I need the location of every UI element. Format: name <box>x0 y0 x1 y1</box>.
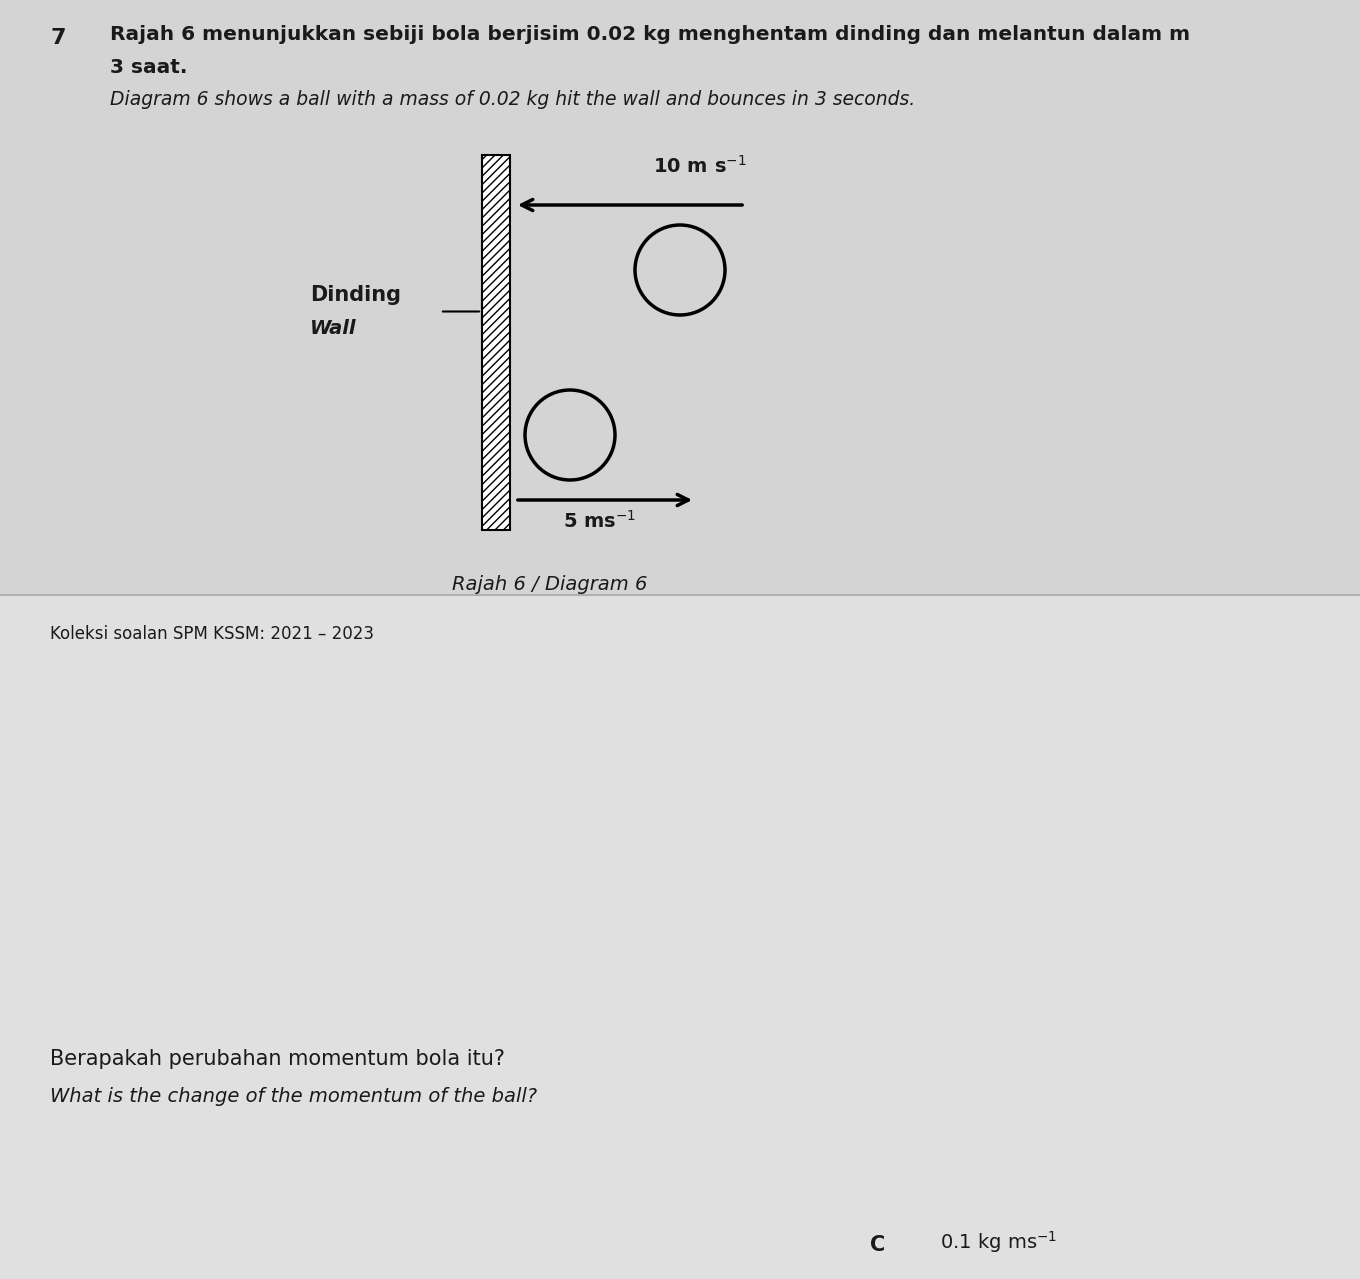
Text: Diagram 6 shows a ball with a mass of 0.02 kg hit the wall and bounces in 3 seco: Diagram 6 shows a ball with a mass of 0.… <box>110 90 915 109</box>
Text: 0.1 kg ms$^{-1}$: 0.1 kg ms$^{-1}$ <box>940 1229 1057 1255</box>
Text: 5 ms$^{-1}$: 5 ms$^{-1}$ <box>563 510 636 532</box>
Text: What is the change of the momentum of the ball?: What is the change of the momentum of th… <box>50 1087 537 1106</box>
Bar <box>481 155 510 530</box>
Text: Koleksi soalan SPM KSSM: 2021 – 2023: Koleksi soalan SPM KSSM: 2021 – 2023 <box>50 624 374 643</box>
Text: 3 saat.: 3 saat. <box>110 58 188 77</box>
Text: Rajah 6 menunjukkan sebiji bola berjisim 0.02 kg menghentam dinding dan melantun: Rajah 6 menunjukkan sebiji bola berjisim… <box>110 26 1190 43</box>
Text: C: C <box>870 1236 885 1255</box>
Bar <box>0 0 1360 595</box>
Text: Berapakah perubahan momentum bola itu?: Berapakah perubahan momentum bola itu? <box>50 1049 505 1069</box>
Text: 10 m s$^{-1}$: 10 m s$^{-1}$ <box>653 155 747 177</box>
Bar <box>0 595 1360 1279</box>
Text: Dinding: Dinding <box>310 285 401 304</box>
Text: Wall: Wall <box>310 318 356 338</box>
Text: 7: 7 <box>50 28 65 49</box>
Text: Rajah 6 / Diagram 6: Rajah 6 / Diagram 6 <box>453 576 647 593</box>
